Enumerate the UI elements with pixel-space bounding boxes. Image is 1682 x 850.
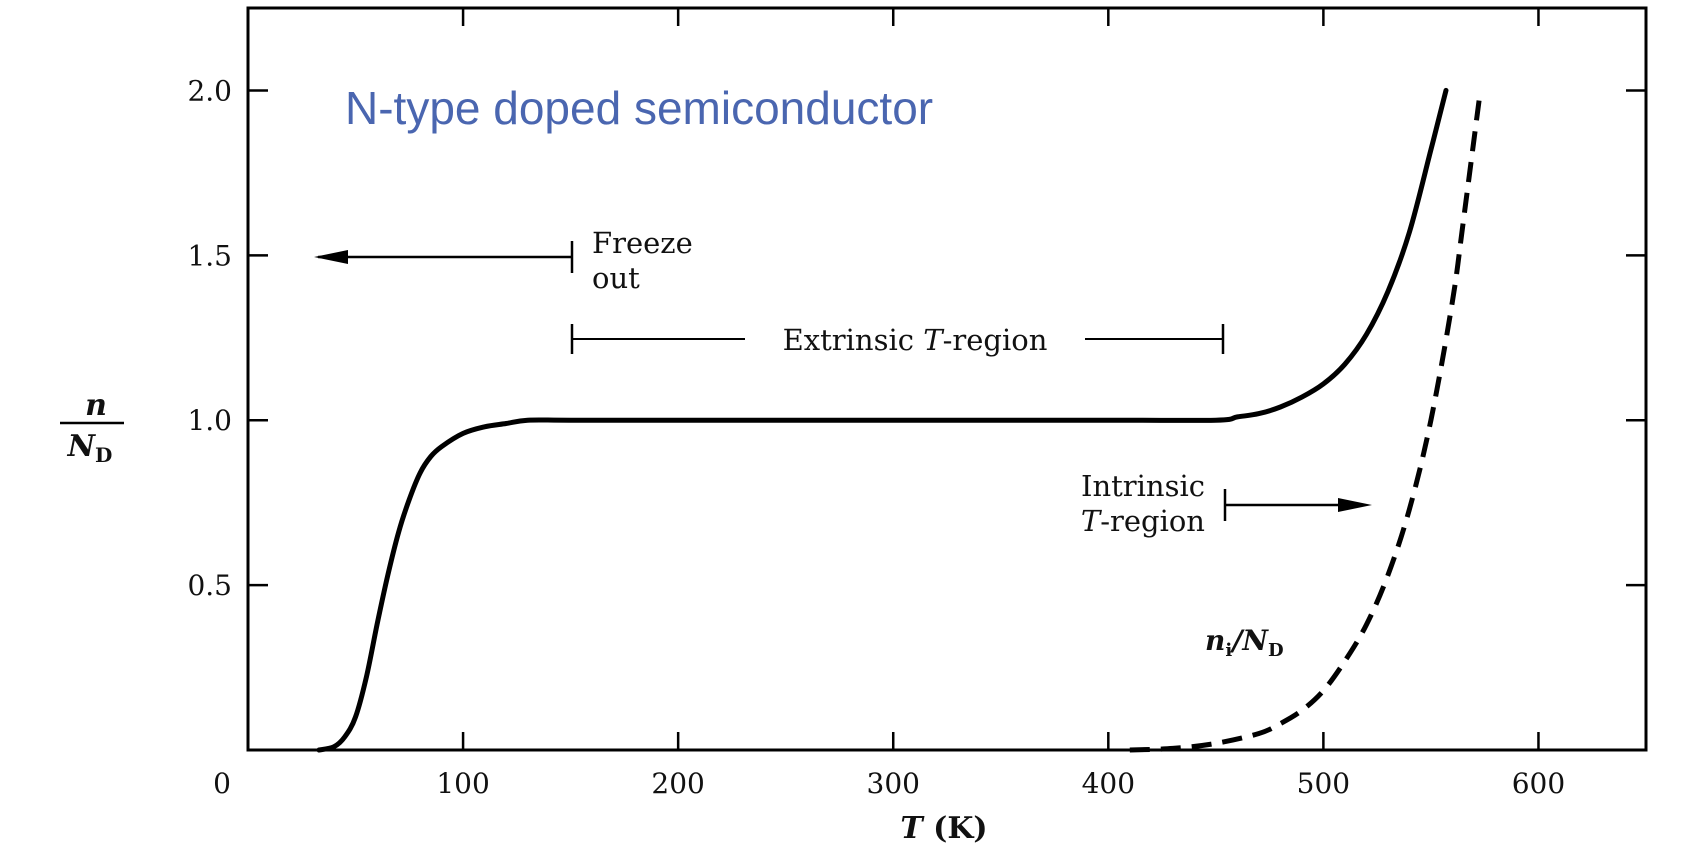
intrinsic-label-line2: T-region xyxy=(1081,504,1205,538)
svg-text:ND: ND xyxy=(67,429,113,467)
chart-title: N-type doped semiconductor xyxy=(345,82,933,134)
freeze-out-label-line2: out xyxy=(592,261,640,295)
x-tick-label: 600 xyxy=(1512,767,1565,800)
intrinsic-label-line1: Intrinsic xyxy=(1081,469,1205,503)
intrinsic-region-annotation: Intrinsic T-region xyxy=(1081,469,1372,538)
intrinsic-concentration-curve xyxy=(1129,90,1483,753)
y-axis-label: n ND xyxy=(60,388,124,467)
y-tick-label: 1.5 xyxy=(187,239,232,272)
y-tick-label: 2.0 xyxy=(187,74,232,107)
x-tick-label: 0 xyxy=(213,767,231,800)
carrier-concentration-curve xyxy=(316,87,1449,753)
x-tick-label: 100 xyxy=(436,767,489,800)
y-axis-ticks: 0.5 1.0 1.5 2.0 xyxy=(187,74,1646,602)
plot-frame xyxy=(246,6,1648,752)
x-tick-label: 400 xyxy=(1082,767,1135,800)
extrinsic-region-label: Extrinsic T-region xyxy=(783,323,1048,357)
x-tick-label: 500 xyxy=(1297,767,1350,800)
extrinsic-region-annotation: Extrinsic T-region xyxy=(570,323,1225,357)
y-axis-label-denominator: N xyxy=(67,429,97,464)
x-axis-label: T (K) xyxy=(900,811,987,846)
intrinsic-arrowhead xyxy=(1338,498,1372,512)
freeze-out-arrowhead xyxy=(314,250,348,264)
x-axis-label-unit: (K) xyxy=(923,811,988,846)
y-tick-label: 0.5 xyxy=(187,569,232,602)
dashed-series-label: ni/ND xyxy=(1205,624,1284,661)
y-axis-label-subscript: D xyxy=(95,443,112,467)
freeze-out-annotation: Freeze out xyxy=(314,226,693,295)
x-tick-label: 200 xyxy=(651,767,704,800)
x-axis-label-variable: T xyxy=(900,811,925,846)
y-tick-label: 1.0 xyxy=(187,404,232,437)
x-axis-ticks: 0 100 200 300 400 500 600 xyxy=(213,8,1565,800)
y-axis-label-numerator: n xyxy=(85,388,107,423)
x-tick-label: 300 xyxy=(867,767,920,800)
freeze-out-label-line1: Freeze xyxy=(592,226,693,260)
